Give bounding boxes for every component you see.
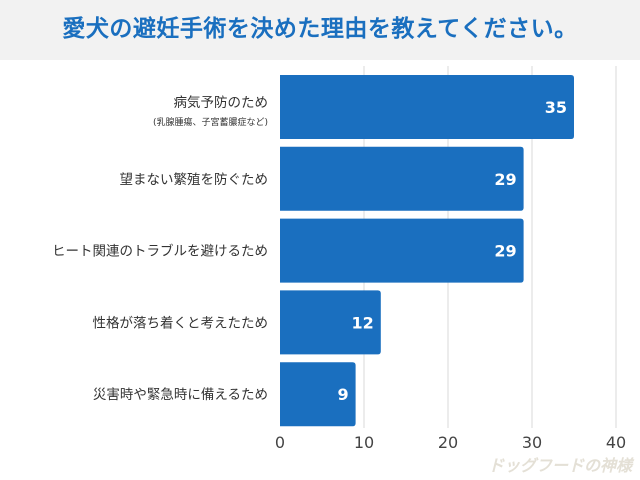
bar-value-label: 12 bbox=[352, 313, 374, 332]
x-tick-label: 0 bbox=[275, 433, 285, 452]
x-tick-label: 10 bbox=[354, 433, 374, 452]
category-label: 災害時や緊急時に備えるため bbox=[93, 387, 268, 403]
bar-value-label: 29 bbox=[494, 170, 516, 189]
bar bbox=[280, 75, 574, 139]
chart-title: 愛犬の避妊手術を決めた理由を教えてください。 bbox=[62, 16, 578, 42]
bar bbox=[280, 146, 524, 211]
bar-value-label: 29 bbox=[494, 242, 516, 261]
bar bbox=[280, 218, 524, 283]
x-tick-label: 40 bbox=[606, 433, 626, 452]
bar-value-label: 9 bbox=[337, 385, 348, 404]
category-label: 病気予防のため bbox=[174, 95, 269, 111]
x-tick-label: 20 bbox=[438, 433, 458, 452]
category-sublabel: (乳腺腫瘍、子宮蓄膿症など) bbox=[153, 116, 268, 128]
category-label: 性格が落ち着くと考えたため bbox=[93, 314, 269, 331]
category-label: 望まない繁殖を防ぐため bbox=[120, 171, 269, 188]
title-band bbox=[0, 0, 640, 60]
bar bbox=[280, 362, 356, 427]
watermark-logo: ドッグフードの神様 bbox=[487, 456, 632, 475]
x-tick-label: 30 bbox=[522, 433, 542, 452]
category-label: ヒート関連のトラブルを避けるため bbox=[52, 243, 268, 260]
bar-value-label: 35 bbox=[545, 98, 567, 117]
bar bbox=[280, 290, 381, 355]
